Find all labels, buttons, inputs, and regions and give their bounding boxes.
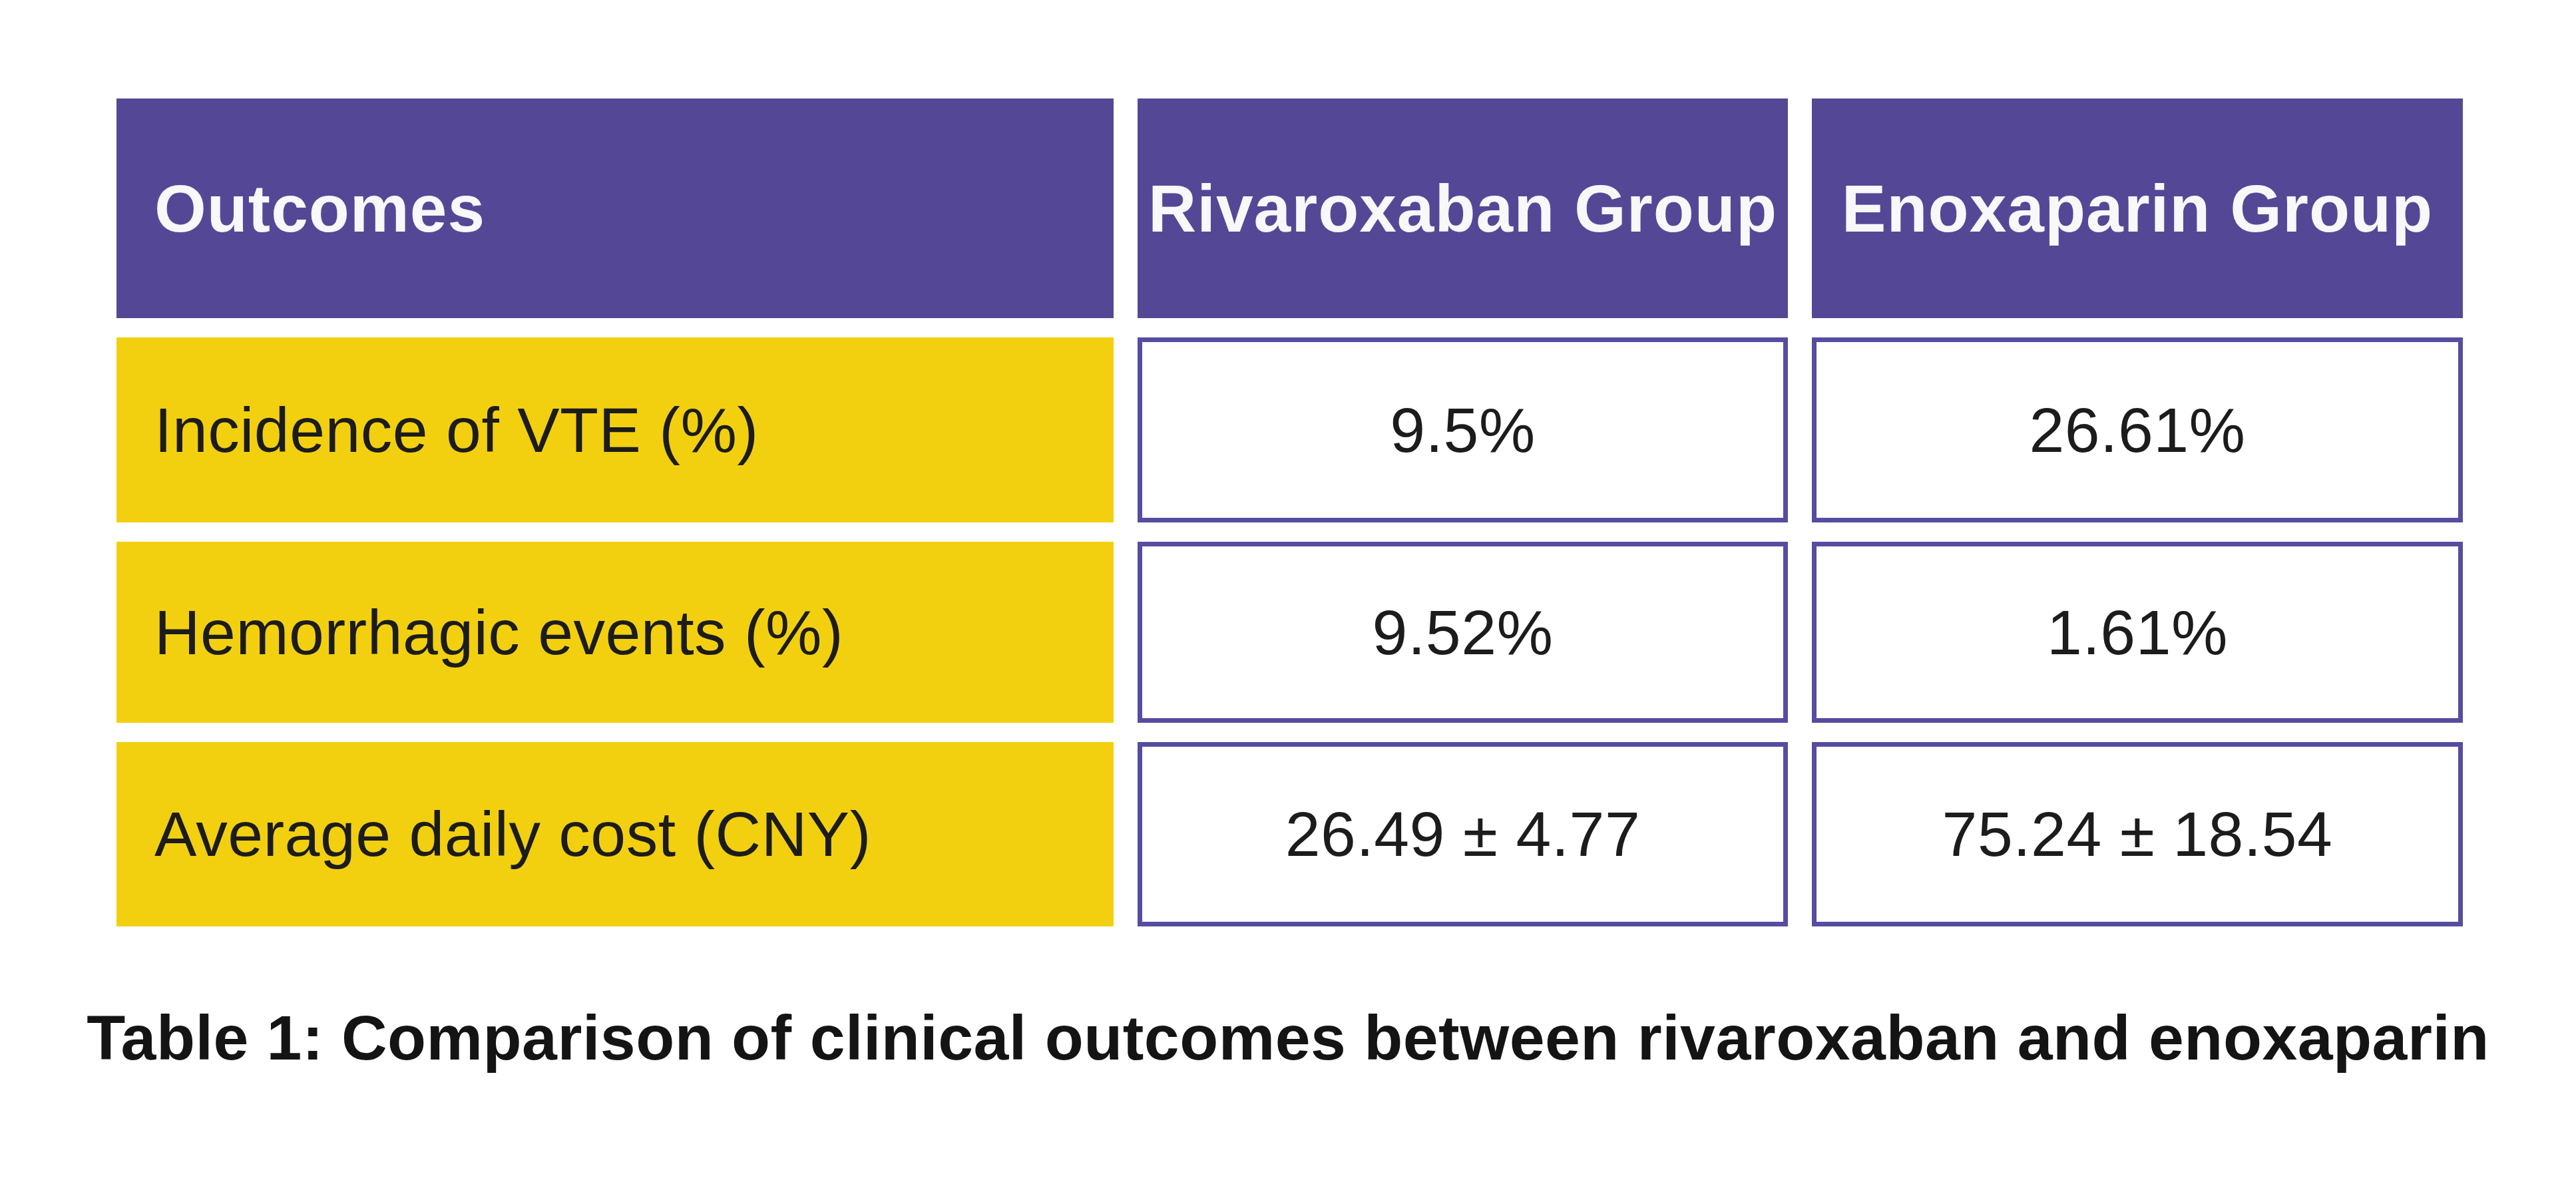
page: { "chart_data": { "type": "table", "titl… xyxy=(0,0,2576,1180)
value-cell-cost-rivaroxaban: 26.49 ± 4.77 xyxy=(1138,742,1788,926)
column-header-enoxaparin-group: Enoxaparin Group xyxy=(1812,98,2463,318)
value-cell-vte-rivaroxaban: 9.5% xyxy=(1138,337,1788,522)
table-caption: Table 1: Comparison of clinical outcomes… xyxy=(0,1002,2576,1074)
row-label-hemorrhagic-events: Hemorrhagic events (%) xyxy=(116,542,1114,723)
comparison-table-figure: Outcomes Rivaroxaban Group Enoxaparin Gr… xyxy=(0,0,2576,1180)
value-cell-vte-enoxaparin: 26.61% xyxy=(1812,337,2463,522)
row-label-incidence-of-vte: Incidence of VTE (%) xyxy=(116,337,1114,522)
outcomes-table: Outcomes Rivaroxaban Group Enoxaparin Gr… xyxy=(116,98,2463,926)
row-label-average-daily-cost: Average daily cost (CNY) xyxy=(116,742,1114,926)
value-cell-cost-enoxaparin: 75.24 ± 18.54 xyxy=(1812,742,2463,926)
column-header-rivaroxaban-group: Rivaroxaban Group xyxy=(1138,98,1788,318)
value-cell-hemorrhagic-enoxaparin: 1.61% xyxy=(1812,542,2463,723)
column-header-outcomes: Outcomes xyxy=(116,98,1114,318)
value-cell-hemorrhagic-rivaroxaban: 9.52% xyxy=(1138,542,1788,723)
